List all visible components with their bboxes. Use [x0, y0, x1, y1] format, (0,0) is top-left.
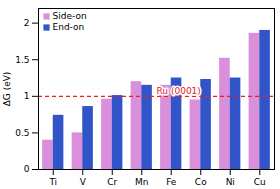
svg-text:0: 0 [24, 164, 30, 174]
svg-text:Ti: Ti [48, 177, 57, 187]
svg-text:Co: Co [195, 177, 207, 187]
svg-text:Ru (0001): Ru (0001) [157, 86, 201, 96]
svg-text:End-on: End-on [53, 22, 85, 32]
svg-text:0.5: 0.5 [15, 128, 29, 138]
svg-text:V: V [80, 177, 87, 187]
svg-text:Cu: Cu [254, 177, 266, 187]
svg-text:Fe: Fe [166, 177, 177, 187]
svg-text:Ni: Ni [226, 177, 235, 187]
svg-text:1.5: 1.5 [15, 55, 29, 65]
svg-text:2: 2 [24, 18, 30, 28]
svg-text:Cr: Cr [107, 177, 117, 187]
svg-text:1: 1 [24, 91, 30, 101]
svg-text:Side-on: Side-on [53, 11, 87, 21]
svg-text:Mn: Mn [135, 177, 148, 187]
svg-text:ΔG (eV): ΔG (eV) [2, 72, 12, 107]
